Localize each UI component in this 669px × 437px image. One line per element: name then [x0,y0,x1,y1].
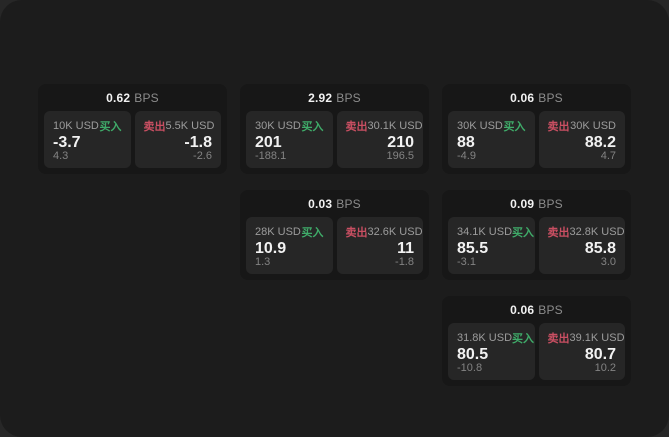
buy-panel[interactable]: 30K USD 买入 88 -4.9 [448,111,535,168]
buy-side-label: 买入 [512,227,535,239]
panel-row: 30K USD 买入 88 -4.9 卖出 30K USD 88.2 4.7 [442,111,631,174]
panel-row: 30K USD 买入 201 -188.1 卖出 30.1K USD 210 1… [240,111,429,174]
card-header: 0.06 BPS [442,296,631,323]
sell-panel[interactable]: 卖出 32.8K USD 85.8 3.0 [538,217,625,274]
buy-amount: 30K USD [255,120,301,132]
buy-delta: -188.1 [255,150,287,162]
buy-delta: -4.9 [457,150,476,162]
sell-side-label: 卖出 [345,121,368,133]
card-header: 0.03 BPS [240,190,429,217]
sell-amount: 32.6K USD [367,226,423,238]
panel-row: 10K USD 买入 -3.7 4.3 卖出 5.5K USD -1.8 -2.… [38,111,227,174]
card-header: 0.62 BPS [38,84,227,111]
bps-value: 0.06 [510,302,535,317]
sell-price: 85.8 [584,239,616,257]
buy-panel[interactable]: 31.8K USD 买入 80.5 -10.8 [448,323,535,380]
sell-price: 80.7 [584,345,616,363]
buy-amount: 30K USD [457,120,503,132]
buy-side-label: 买入 [503,121,526,133]
bps-value: 2.92 [308,90,333,105]
sell-price: 210 [387,133,414,151]
bps-value: 0.06 [510,90,535,105]
bps-unit-label: BPS [538,196,563,211]
sell-panel[interactable]: 卖出 32.6K USD 11 -1.8 [336,217,423,274]
quote-card-2: 2.92 BPS 30K USD 买入 201 -188.1 卖出 30.1K … [240,84,429,174]
bps-unit-label: BPS [336,90,361,105]
sell-price: 88.2 [584,133,616,151]
buy-price: 85.5 [457,239,489,257]
buy-amount: 28K USD [255,226,301,238]
sell-delta: -1.8 [395,256,414,268]
buy-price: 10.9 [255,239,287,257]
sell-delta: 10.2 [594,362,616,374]
sell-delta: 3.0 [600,256,616,268]
sell-side-label: 卖出 [143,121,166,133]
quote-card-6: 0.06 BPS 31.8K USD 买入 80.5 -10.8 卖出 39.1… [442,296,631,386]
panel-row: 34.1K USD 买入 85.5 -3.1 卖出 32.8K USD 85.8… [442,217,631,280]
buy-delta: 1.3 [255,256,271,268]
buy-side-label: 买入 [99,121,122,133]
sell-amount: 30K USD [570,120,616,132]
sell-panel[interactable]: 卖出 39.1K USD 80.7 10.2 [538,323,625,380]
buy-side-label: 买入 [512,333,535,345]
sell-side-label: 卖出 [547,227,570,239]
buy-panel[interactable]: 30K USD 买入 201 -188.1 [246,111,333,168]
buy-price: -3.7 [53,133,81,151]
bps-unit-label: BPS [538,90,563,105]
bps-value: 0.03 [308,196,333,211]
buy-delta: -3.1 [457,256,476,268]
sell-price: 11 [397,239,414,257]
card-header: 0.06 BPS [442,84,631,111]
sell-delta: 196.5 [386,150,414,162]
buy-price: 80.5 [457,345,489,363]
quote-card-4: 0.03 BPS 28K USD 买入 10.9 1.3 卖出 32.6K US… [240,190,429,280]
buy-price: 201 [255,133,282,151]
buy-price: 88 [457,133,475,151]
buy-side-label: 买入 [301,227,324,239]
bps-unit-label: BPS [336,196,361,211]
sell-side-label: 卖出 [547,333,570,345]
buy-delta: 4.3 [53,150,69,162]
sell-side-label: 卖出 [547,121,570,133]
sell-delta: 4.7 [600,150,616,162]
buy-amount: 10K USD [53,120,99,132]
sell-amount: 5.5K USD [165,120,215,132]
buy-amount: 31.8K USD [457,332,513,344]
buy-panel[interactable]: 10K USD 买入 -3.7 4.3 [44,111,131,168]
buy-panel[interactable]: 28K USD 买入 10.9 1.3 [246,217,333,274]
sell-price: -1.8 [184,133,212,151]
card-header: 2.92 BPS [240,84,429,111]
card-header: 0.09 BPS [442,190,631,217]
quote-card-5: 0.09 BPS 34.1K USD 买入 85.5 -3.1 卖出 32.8K… [442,190,631,280]
quote-card-1: 0.62 BPS 10K USD 买入 -3.7 4.3 卖出 5.5K USD… [38,84,227,174]
buy-delta: -10.8 [457,362,483,374]
buy-amount: 34.1K USD [457,226,513,238]
bps-unit-label: BPS [538,302,563,317]
panel-row: 31.8K USD 买入 80.5 -10.8 卖出 39.1K USD 80.… [442,323,631,386]
sell-amount: 30.1K USD [367,120,423,132]
sell-panel[interactable]: 卖出 5.5K USD -1.8 -2.6 [134,111,221,168]
sell-side-label: 卖出 [345,227,368,239]
sell-delta: -2.6 [193,150,212,162]
sell-panel[interactable]: 卖出 30K USD 88.2 4.7 [538,111,625,168]
bps-unit-label: BPS [134,90,159,105]
quote-card-3: 0.06 BPS 30K USD 买入 88 -4.9 卖出 30K USD 8… [442,84,631,174]
buy-side-label: 买入 [301,121,324,133]
buy-panel[interactable]: 34.1K USD 买入 85.5 -3.1 [448,217,535,274]
sell-amount: 32.8K USD [569,226,625,238]
bps-value: 0.09 [510,196,535,211]
sell-panel[interactable]: 卖出 30.1K USD 210 196.5 [336,111,423,168]
sell-amount: 39.1K USD [569,332,625,344]
panel-row: 28K USD 买入 10.9 1.3 卖出 32.6K USD 11 -1.8 [240,217,429,280]
bps-value: 0.62 [106,90,131,105]
